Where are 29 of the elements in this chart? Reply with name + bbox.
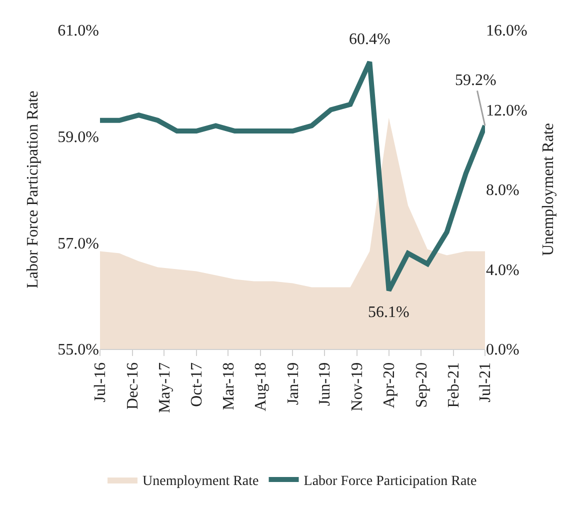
y2-tick-label: 12.0% (486, 102, 528, 120)
x-tick-label: Sep-20 (413, 362, 430, 408)
x-tick-label: Aug-18 (252, 362, 270, 412)
x-tick-label: Feb-21 (446, 362, 463, 408)
legend-label: Unemployment Rate (142, 474, 259, 489)
y-tick-label: 61.0% (58, 22, 99, 40)
x-tick-label: May-17 (156, 362, 174, 414)
x-tick-label: Mar-18 (220, 362, 238, 410)
y-tick-label: 55.0% (58, 342, 99, 359)
y2-tick-label: 16.0% (486, 22, 528, 40)
legend-label: Labor Force Participation Rate (304, 474, 477, 489)
y-tick-label: 59.0% (58, 128, 99, 146)
y2-tick-label: 8.0% (486, 182, 520, 200)
x-tick-label: Jul-16 (92, 362, 110, 402)
x-tick-label: Apr-20 (381, 362, 398, 408)
x-tick-label: Jan-19 (284, 362, 302, 406)
x-tick-label: Oct-17 (188, 362, 206, 407)
y-tick-label: 57.0% (58, 235, 99, 252)
x-tick-label: Nov-19 (349, 362, 366, 412)
annotation: 59.2% (455, 72, 496, 89)
annotation: 56.1% (368, 304, 410, 321)
x-tick-label: Jul-21 (477, 362, 494, 402)
y-axis-title: Labor Force Participation Rate (24, 90, 42, 288)
annotation: 60.4% (349, 31, 390, 48)
x-tick-label: Dec-16 (124, 362, 142, 410)
y2-tick-label: 4.0% (486, 262, 520, 279)
y2-tick-label: 0.0% (486, 342, 520, 359)
x-tick-label: Jun-19 (316, 362, 334, 406)
y2-axis-title: Unemployment Rate (540, 123, 558, 256)
